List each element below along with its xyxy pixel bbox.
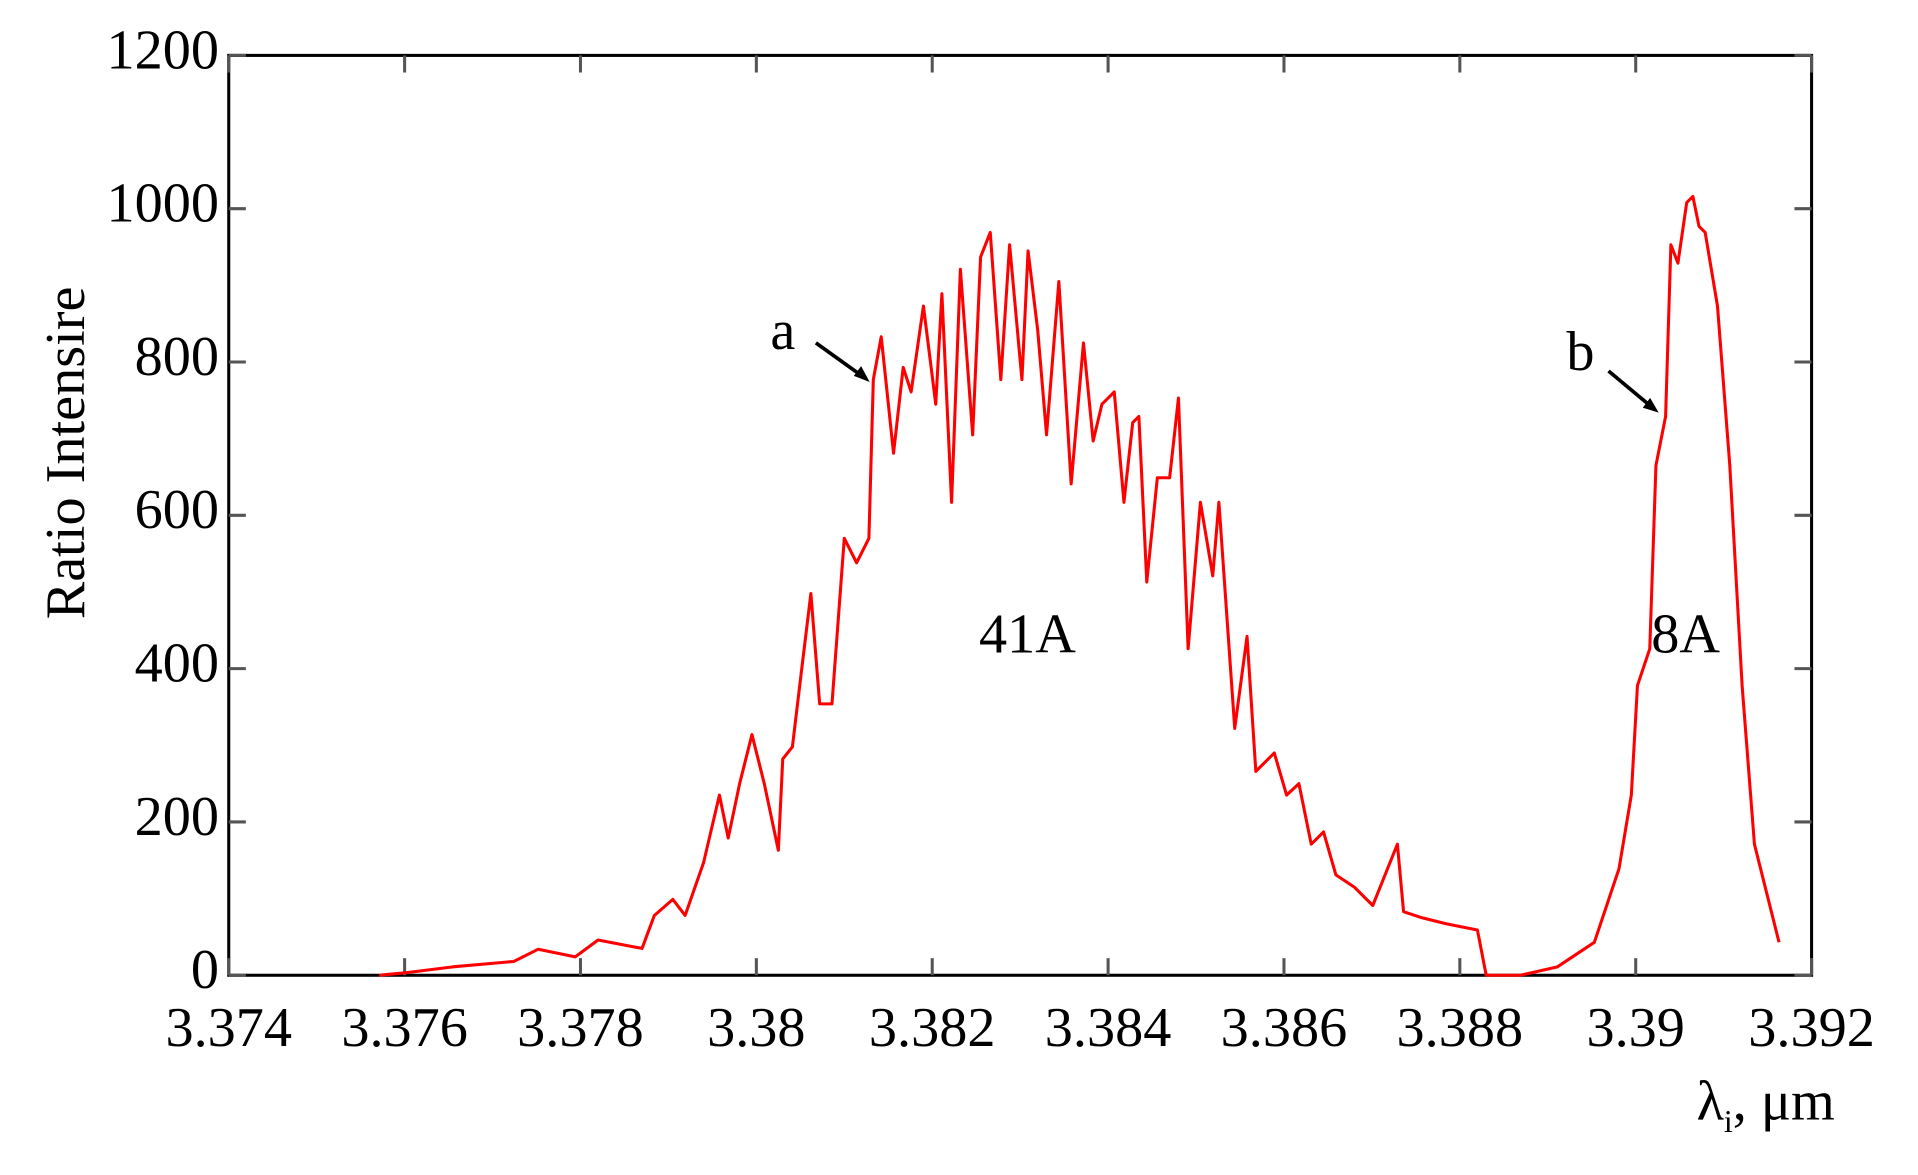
- x-tick-label: 3.378: [517, 997, 644, 1059]
- y-tick-label: 1000: [106, 173, 219, 235]
- x-label-subscript: i: [1724, 1104, 1733, 1139]
- y-tick-label: 400: [135, 633, 219, 695]
- y-tick-label: 600: [135, 479, 219, 541]
- x-label-unit: , μm: [1733, 1071, 1835, 1133]
- y-tick-label: 200: [135, 786, 219, 848]
- plot-frame: [227, 53, 1814, 977]
- y-axis-label: Ratio Intensire: [35, 287, 97, 620]
- y-tick-label: 1200: [106, 19, 219, 81]
- x-tick-label: 3.374: [165, 997, 292, 1059]
- arrow: [814, 341, 865, 379]
- x-tick-label: 3.392: [1748, 997, 1875, 1059]
- x-tick-label: 3.384: [1045, 997, 1172, 1059]
- x-axis-label: λi, μm: [1697, 1071, 1835, 1139]
- x-tick-label: 3.386: [1221, 997, 1348, 1059]
- y-tick-label: 0: [191, 939, 219, 1001]
- annotation: a: [770, 300, 795, 362]
- x-tick-label: 3.388: [1397, 997, 1524, 1059]
- x-label-symbol: λ: [1697, 1071, 1724, 1133]
- annotation: b: [1566, 321, 1594, 383]
- x-tick-label: 3.382: [869, 997, 996, 1059]
- annotation: 8A: [1651, 603, 1720, 665]
- data-line: [378, 194, 1781, 977]
- x-tick-label: 3.39: [1586, 997, 1684, 1059]
- arrowhead: [853, 366, 870, 382]
- annotation: 41A: [979, 603, 1076, 665]
- x-tick-label: 3.38: [707, 997, 805, 1059]
- y-tick-label: 800: [135, 326, 219, 388]
- arrowhead: [1642, 397, 1659, 413]
- x-tick-label: 3.376: [341, 997, 468, 1059]
- arrow: [1607, 369, 1654, 410]
